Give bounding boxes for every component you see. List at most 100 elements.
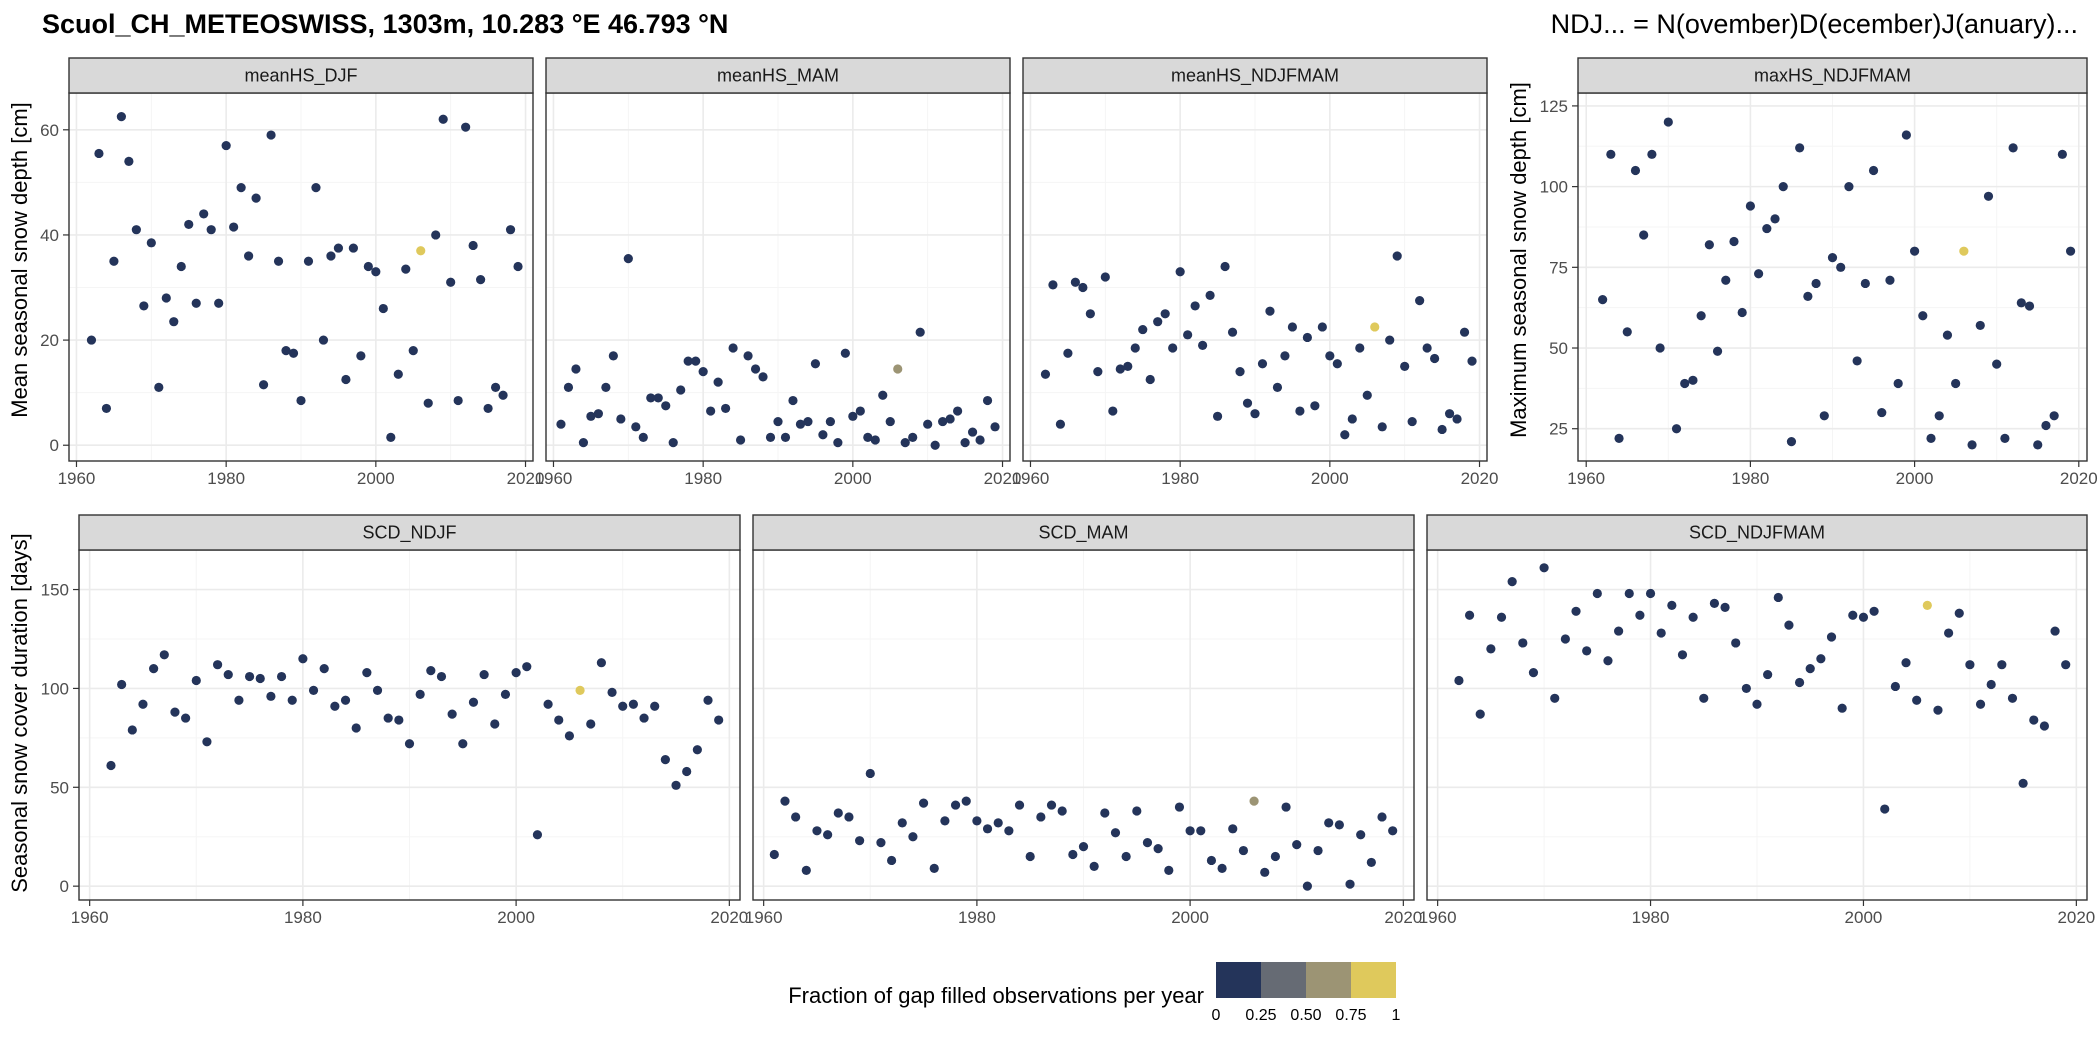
- data-point: [1696, 311, 1706, 321]
- x-tick-label: 1980: [1731, 469, 1769, 488]
- points-scd-ndjf: [106, 650, 724, 840]
- y-tick-label: 20: [40, 331, 59, 350]
- y-tick-label: 75: [1549, 258, 1568, 277]
- data-point: [453, 395, 463, 406]
- data-point: [2008, 143, 2018, 153]
- data-point: [1893, 378, 1903, 389]
- data-point: [221, 140, 231, 151]
- data-point: [556, 419, 566, 429]
- data-point: [117, 679, 127, 690]
- data-point: [735, 435, 746, 445]
- data-point: [149, 664, 159, 674]
- data-point: [500, 689, 511, 699]
- data-point: [330, 701, 340, 711]
- data-point: [199, 209, 209, 219]
- x-tick-label: 2000: [1896, 469, 1934, 488]
- data-point: [1272, 382, 1283, 392]
- data-point: [1190, 301, 1200, 311]
- facet-strip-label: maxHS_NDJFMAM: [1754, 66, 1911, 87]
- data-point: [170, 707, 180, 717]
- data-point: [1975, 320, 1985, 331]
- data-point: [244, 671, 255, 682]
- data-point: [1366, 857, 1376, 868]
- y-tick-label: 125: [1540, 97, 1568, 116]
- facet-strip-label: meanHS_DJF: [244, 66, 357, 87]
- x-tick-label: 2000: [497, 908, 535, 927]
- data-point: [326, 251, 336, 261]
- data-point: [1392, 251, 1402, 261]
- facet-strip-label: SCD_NDJFMAM: [1689, 523, 1825, 544]
- data-point: [1560, 634, 1570, 644]
- data-point: [1260, 867, 1270, 877]
- facet-strip: [545, 57, 1011, 94]
- data-point: [1130, 343, 1140, 353]
- data-point: [1377, 812, 1387, 822]
- data-point: [161, 293, 171, 303]
- data-point: [378, 303, 388, 314]
- panel-meanhs-mam: 1960 1980 2000 2020 meanHS_MAM: [535, 57, 1021, 488]
- data-point: [646, 393, 656, 403]
- data-point: [1227, 327, 1238, 337]
- data-point: [458, 739, 468, 749]
- data-point: [184, 219, 194, 230]
- points-meanhs-mam: [556, 254, 1000, 450]
- data-point: [1486, 644, 1496, 654]
- x-tick-label: 1980: [284, 908, 322, 927]
- data-point: [1880, 804, 1890, 814]
- facet-strip: [1577, 57, 2088, 94]
- data-point: [1168, 343, 1178, 353]
- facet-strip: [752, 514, 1415, 551]
- data-point: [691, 356, 701, 366]
- data-point: [1890, 681, 1900, 692]
- data-point: [1123, 361, 1133, 371]
- data-point: [1614, 433, 1624, 444]
- data-point: [692, 745, 702, 755]
- data-point: [446, 277, 456, 287]
- data-point: [1046, 800, 1057, 810]
- data-point: [1160, 309, 1170, 319]
- panel-maxhs-ndjfmam: 1960 1980 2000 2020 25 50 75 100 125 maxHS_NDJFMA…: [1540, 57, 2098, 488]
- data-point: [825, 416, 835, 427]
- data-point: [929, 863, 939, 873]
- data-point: [223, 669, 233, 680]
- data-point: [1944, 628, 1954, 638]
- x-tick-label: 1960: [535, 469, 573, 488]
- data-point: [848, 411, 858, 421]
- data-point: [2050, 626, 2060, 636]
- data-point: [1848, 610, 1858, 620]
- data-point: [1571, 606, 1581, 616]
- data-point: [2057, 149, 2067, 159]
- data-point: [287, 695, 297, 705]
- data-point: [938, 416, 948, 427]
- data-point: [810, 359, 821, 369]
- data-point: [436, 671, 447, 682]
- data-point: [1459, 327, 1470, 337]
- data-point: [1464, 610, 1475, 620]
- data-point: [1422, 343, 1432, 353]
- data-point: [127, 725, 137, 735]
- data-point: [1912, 695, 1922, 705]
- data-point: [1639, 230, 1649, 240]
- data-point: [1965, 660, 1975, 670]
- data-point: [281, 346, 291, 356]
- data-point: [251, 193, 261, 203]
- y-tick-label: 25: [1549, 420, 1568, 439]
- data-point: [1400, 361, 1410, 371]
- data-point: [918, 798, 929, 808]
- data-point: [750, 364, 761, 374]
- data-point: [563, 382, 574, 392]
- x-tick-label: 1960: [58, 469, 96, 488]
- data-point: [795, 419, 806, 429]
- data-point: [159, 650, 169, 660]
- data-point: [490, 382, 501, 392]
- data-point: [661, 401, 671, 411]
- data-point: [660, 755, 670, 765]
- data-point: [101, 403, 112, 414]
- data-point: [1249, 796, 1259, 806]
- data-point: [1302, 881, 1312, 891]
- data-point: [863, 432, 873, 442]
- data-point: [1355, 343, 1365, 353]
- data-point: [1467, 356, 1477, 366]
- data-point: [1507, 577, 1517, 587]
- data-point: [1078, 842, 1089, 852]
